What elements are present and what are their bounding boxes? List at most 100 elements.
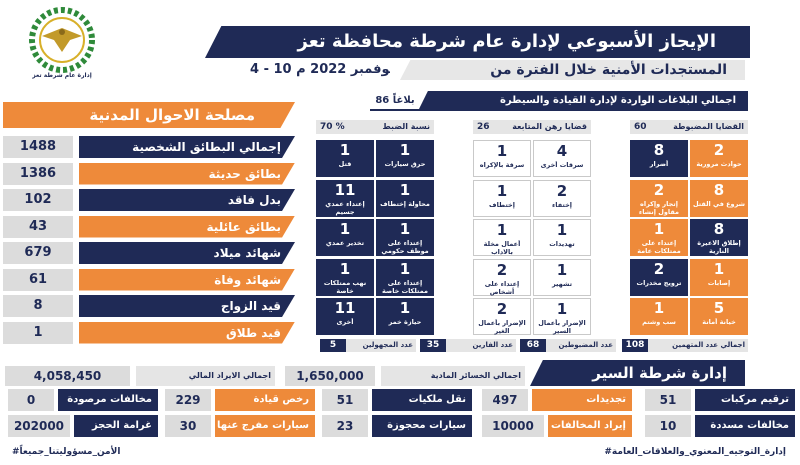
civil-row-label: شهائد وفاة: [79, 268, 295, 291]
case-cell-label: ترويج مخدرات: [636, 278, 682, 287]
case-cell-label: تشهير: [551, 279, 573, 288]
civil-row-label: شهائد ميلاد: [79, 242, 295, 264]
case-cell-pending: 2 إختفاء: [533, 179, 591, 217]
footer: #الأمن_مسؤوليتنا_جميعاً #إدارة_التوجيه_ا…: [0, 440, 800, 465]
suspects-total-value: 108: [622, 339, 648, 352]
case-cell-label: أخرى: [336, 318, 354, 326]
case-cell-label: تهديدات: [549, 240, 575, 248]
case-cell-pending: 1 أعمال مخلة بالاداب: [473, 219, 531, 256]
case-cell-label: إختفاء: [551, 200, 572, 209]
traffic-stat: 202000 غرامة الحجز: [8, 415, 158, 437]
case-cell-count: 1: [556, 300, 568, 318]
reports-bar: 86 بلاغاً اجمالي البلاغات الواردة لإدارة…: [330, 91, 748, 111]
case-cell-seized: 8 إطلاق الاعيرة النارية: [690, 219, 748, 256]
case-cell-rate: 1 نهب ممتلكات خاصة: [316, 258, 374, 296]
footer-hashtag-right: #إدارة_التوجيه_المعنوي_والعلاقات_العامة: [604, 447, 786, 457]
case-cell-count: 1: [713, 259, 725, 278]
civil-row-value: 679: [3, 242, 73, 264]
traffic-stat: 23 سيارات محجوزة: [322, 415, 472, 437]
suspects-total-value: 35: [420, 339, 446, 352]
traffic-stat-value: 202000: [8, 415, 70, 437]
case-cell-label: نهب ممتلكات خاصة: [323, 278, 367, 295]
material-losses-value: 1,650,000: [285, 366, 375, 386]
civil-row-value: 1488: [3, 136, 73, 158]
financial-revenue-label: اجمالي الايراد المالي: [136, 366, 275, 386]
traffic-stat-value: 51: [645, 389, 691, 411]
case-cell-label: إطلاق الاعيرة النارية: [697, 239, 741, 255]
traffic-stat-label: إيراد المخالفات: [548, 415, 632, 437]
case-cell-count: 2: [496, 260, 508, 279]
civil-row-value: 43: [3, 215, 73, 238]
case-cell-pending: 4 سرقات أخرى: [533, 140, 591, 177]
case-cell-count: 2: [653, 180, 665, 199]
case-cell-pending: 1 الإضرار بأعمال السير: [533, 298, 591, 335]
traffic-stat-label: رخص قيادة: [215, 389, 315, 411]
case-cell-label: حرق سيارات: [384, 160, 426, 168]
case-cell-label: إصابات: [707, 278, 731, 287]
traffic-stat-value: 497: [482, 389, 528, 411]
case-cell-rate: 1 حرق سيارات: [376, 140, 434, 177]
case-cell-label: إعتداء على ممتلكات عامة: [637, 239, 681, 255]
civil-row: 102 بدل فاقد: [3, 189, 295, 211]
civil-row-value: 1386: [3, 162, 73, 185]
civil-row: 61 شهائد وفاة: [3, 268, 295, 291]
traffic-stat-value: 23: [322, 415, 368, 437]
case-cell-seized: 2 حوادث مرورية: [690, 140, 748, 177]
case-cell-label: الإضرار بأعمال الغير: [478, 319, 526, 335]
suspects-total: 5 عدد المجهولين: [320, 339, 416, 352]
civil-row-value: 1: [3, 321, 73, 344]
case-cell-label: أعمال مخلة بالاداب: [483, 240, 521, 256]
suspects-total-label: عدد المجهولين: [362, 341, 413, 349]
case-cell-seized: 1 إصابات: [690, 258, 748, 296]
case-cell-pending: 2 إعتداء على أشخاص: [473, 258, 531, 296]
traffic-stat: 229 رخص قيادة: [165, 389, 315, 411]
case-cell-count: 8: [713, 180, 725, 199]
civil-affairs-header: مصلحة الاحوال المدنية: [3, 102, 295, 128]
case-cell-count: 1: [399, 259, 411, 278]
traffic-stat-label: مخالفات مرصودة: [58, 389, 158, 411]
case-cell-label: شروع في القتل: [692, 199, 746, 208]
traffic-stat: 0 مخالفات مرصودة: [8, 389, 158, 411]
traffic-stat-value: 30: [165, 415, 211, 437]
case-cell-pending: 1 سرقة بالإكراه: [473, 140, 531, 177]
suspects-total-label: اجمالي عدد المتهمين: [672, 341, 745, 349]
case-cell-seized: 2 ترويج مخدرات: [630, 258, 688, 296]
traffic-stat: 10 مخالفات مسددة: [645, 415, 795, 437]
case-cell-count: 1: [339, 259, 351, 278]
pending-cases-count: 26: [477, 122, 490, 132]
case-cell-count: 1: [496, 142, 508, 160]
case-cell-label: خيانة أمانة: [702, 318, 736, 326]
traffic-stat-value: 229: [165, 389, 211, 411]
case-cell-pending: 1 تهديدات: [533, 219, 591, 256]
logo-caption: إدارة عام شرطة تعز: [32, 72, 92, 79]
case-cell-seized: 8 شروع في القتل: [690, 179, 748, 217]
civil-row-label: قيد طلاق: [79, 321, 295, 344]
traffic-stat-label: نقل ملكيات: [372, 389, 472, 411]
suspects-total-value: 5: [320, 339, 346, 352]
case-cell-rate: 11 إعتداء عمدي جسيم: [316, 179, 374, 217]
suspects-total-value: 68: [520, 339, 546, 352]
case-cell-count: 2: [496, 300, 508, 318]
case-cell-seized: 2 إتجار وإكراه مقاول إنشاء: [630, 179, 688, 217]
case-cell-count: 2: [556, 181, 568, 200]
case-cell-label: سب وشتم: [642, 318, 676, 326]
case-cell-count: 4: [556, 142, 568, 160]
case-cell-count: 1: [496, 221, 508, 239]
traffic-stat: 30 سيارات مفرج عنها: [165, 415, 315, 437]
traffic-stat: 51 نقل ملكيات: [322, 389, 472, 411]
period-date: 4 - 10 نوفمبر 2022 م: [250, 62, 390, 77]
suspects-total: 35 عدد الفارين: [420, 339, 516, 352]
case-cell-rate: 1 تخدير عمدي: [316, 219, 374, 256]
case-cell-rate: 11 أخرى: [316, 298, 374, 335]
reports-label: اجمالي البلاغات الواردة لإدارة القيادة و…: [418, 91, 748, 111]
case-cell-count: 1: [399, 220, 411, 238]
police-emblem-logo: [22, 6, 102, 84]
case-cell-label: إعتداء على أشخاص: [484, 279, 520, 296]
case-cell-seized: 1 إعتداء على ممتلكات عامة: [630, 219, 688, 256]
case-cell-label: حوادث مرورية: [696, 160, 742, 168]
suspects-total: 68 عدد المضبوطين: [520, 339, 616, 352]
case-cell-pending: 2 الإضرار بأعمال الغير: [473, 298, 531, 335]
case-cell-count: 1: [399, 141, 411, 159]
case-cell-seized: 8 أضرار: [630, 140, 688, 177]
case-cell-count: 1: [399, 180, 411, 199]
